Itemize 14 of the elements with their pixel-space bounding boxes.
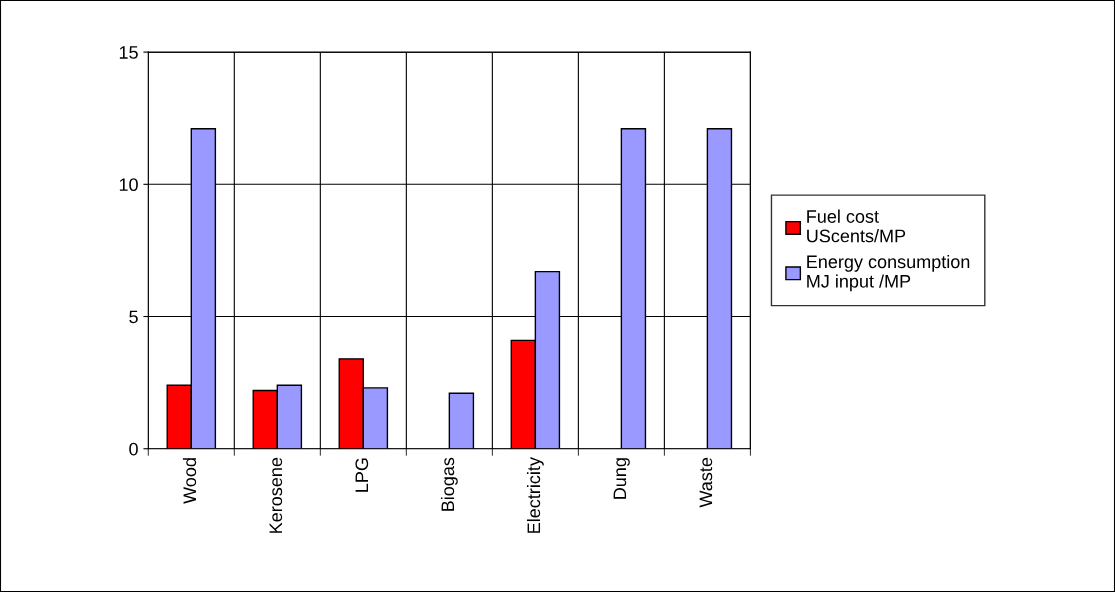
legend-label: Energy consumption MJ input /MP	[807, 254, 970, 292]
x-tick-label: Dung	[613, 458, 630, 499]
x-tick-label: Electricity	[526, 457, 544, 533]
x-tick-label: LPG	[355, 458, 369, 492]
legend-label: Fuel cost UScents/MP	[807, 209, 906, 243]
x-tick-label: Waste	[699, 457, 713, 508]
y-tick-label: 10	[119, 178, 138, 192]
x-tick-label: Kerosene	[269, 457, 283, 533]
x-tick-label: Wood	[182, 458, 197, 504]
y-tick-label: 0	[129, 442, 138, 456]
y-tick-label: 5	[129, 310, 138, 324]
y-tick-label: 15	[119, 46, 138, 59]
bar	[448, 392, 475, 449]
x-tick-label: Biogas	[440, 457, 458, 511]
